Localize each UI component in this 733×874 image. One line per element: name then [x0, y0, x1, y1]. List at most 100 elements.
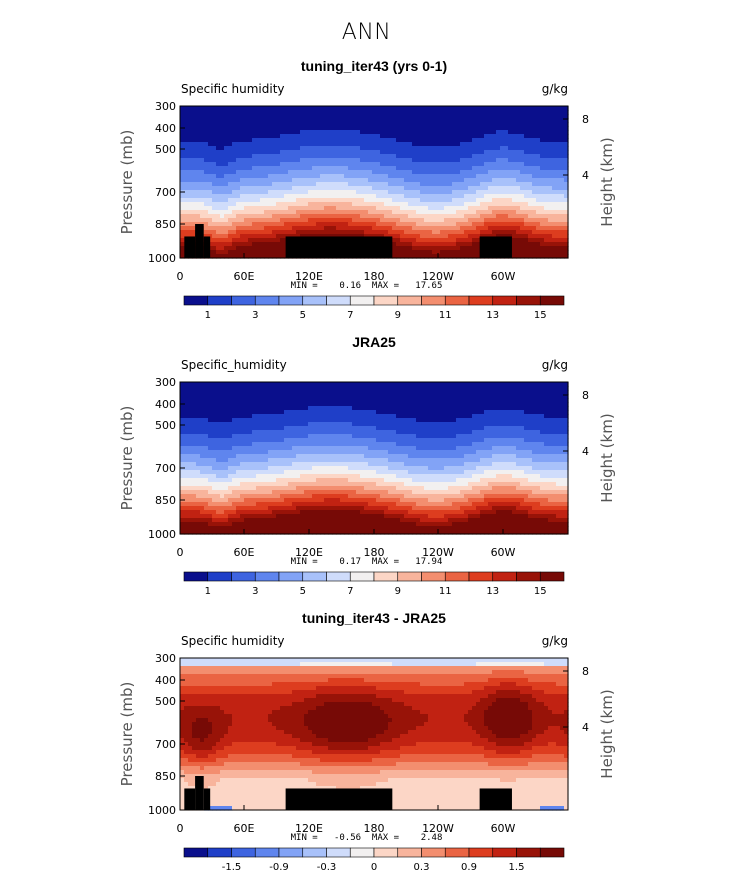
contour-cell [336, 214, 341, 219]
contour-cell [420, 230, 425, 235]
contour-cell [320, 418, 325, 423]
contour-cell [232, 198, 237, 203]
contour-cell [188, 174, 193, 179]
contour-cell [480, 206, 485, 211]
contour-cell [528, 394, 533, 399]
contour-cell [268, 238, 273, 243]
contour-cell [204, 226, 209, 231]
contour-cell [408, 134, 413, 139]
contour-cell [300, 190, 305, 195]
contour-cell [452, 106, 457, 111]
contour-cell [240, 122, 245, 127]
contour-cell [540, 194, 545, 199]
contour-cell [372, 226, 377, 231]
contour-cell [352, 114, 357, 119]
contour-cell [308, 134, 313, 139]
contour-cell [384, 114, 389, 119]
contour-cell [560, 186, 565, 191]
contour-cell [432, 170, 437, 175]
contour-cell [376, 222, 381, 227]
contour-cell [416, 174, 421, 179]
contour-cell [392, 226, 397, 231]
contour-cell [260, 382, 265, 387]
contour-cell [224, 430, 229, 435]
contour-cell [440, 186, 445, 191]
contour-cell [368, 118, 373, 123]
contour-cell [268, 158, 273, 163]
contour-cell [216, 170, 221, 175]
contour-cell [516, 130, 521, 135]
contour-cell [204, 230, 209, 235]
contour-cell [488, 230, 493, 235]
y-tick-label: 850 [155, 218, 176, 231]
contour-cell [292, 166, 297, 171]
contour-cell [528, 426, 533, 431]
contour-cell [260, 158, 265, 163]
contour-cell [184, 214, 189, 219]
contour-cell [300, 158, 305, 163]
contour-cell [524, 398, 529, 403]
contour-cell [204, 166, 209, 171]
contour-cell [420, 158, 425, 163]
contour-cell [428, 382, 433, 387]
contour-cell [484, 122, 489, 127]
contour-cell [260, 174, 265, 179]
contour-cell [296, 166, 301, 171]
contour-cell [372, 130, 377, 135]
contour-cell [316, 186, 321, 191]
contour-cell [240, 418, 245, 423]
contour-cell [436, 182, 441, 187]
contour-cell [236, 154, 241, 159]
contour-cell [244, 154, 249, 159]
contour-cell [540, 242, 545, 247]
contour-cell [524, 402, 529, 407]
contour-cell [424, 238, 429, 243]
contour-cell [212, 114, 217, 119]
contour-cell [184, 118, 189, 123]
contour-cell [296, 414, 301, 419]
contour-cell [288, 210, 293, 215]
contour-cell [236, 110, 241, 115]
contour-cell [528, 158, 533, 163]
contour-cell [248, 202, 253, 207]
contour-cell [484, 414, 489, 419]
contour-cell [476, 162, 481, 167]
contour-cell [340, 230, 345, 235]
contour-cell [188, 146, 193, 151]
contour-cell [356, 110, 361, 115]
contour-cell [384, 174, 389, 179]
contour-cell [484, 154, 489, 159]
contour-cell [280, 146, 285, 151]
contour-cell [468, 190, 473, 195]
contour-cell [324, 406, 329, 411]
contour-cell [236, 242, 241, 247]
contour-cell [392, 110, 397, 115]
contour-cell [524, 162, 529, 167]
contour-cell [216, 422, 221, 427]
contour-cell [376, 178, 381, 183]
contour-cell [252, 110, 257, 115]
contour-cell [304, 166, 309, 171]
contour-cell [388, 194, 393, 199]
contour-cell [388, 158, 393, 163]
contour-cell [544, 382, 549, 387]
contour-cell [512, 390, 517, 395]
contour-cell [276, 422, 281, 427]
contour-cell [208, 142, 213, 147]
contour-cell [320, 154, 325, 159]
contour-cell [444, 106, 449, 111]
contour-cell [432, 414, 437, 419]
contour-cell [264, 218, 269, 223]
contour-cell [340, 430, 345, 435]
contour-cell [184, 218, 189, 223]
contour-cell [268, 418, 273, 423]
contour-cell [296, 210, 301, 215]
contour-cell [492, 182, 497, 187]
contour-cell [232, 414, 237, 419]
panel-1-title: tuning_iter43 (yrs 0-1) [180, 58, 568, 74]
contour-cell [464, 398, 469, 403]
contour-cell [524, 242, 529, 247]
contour-cell [412, 162, 417, 167]
contour-cell [504, 170, 509, 175]
contour-cell [512, 234, 517, 239]
